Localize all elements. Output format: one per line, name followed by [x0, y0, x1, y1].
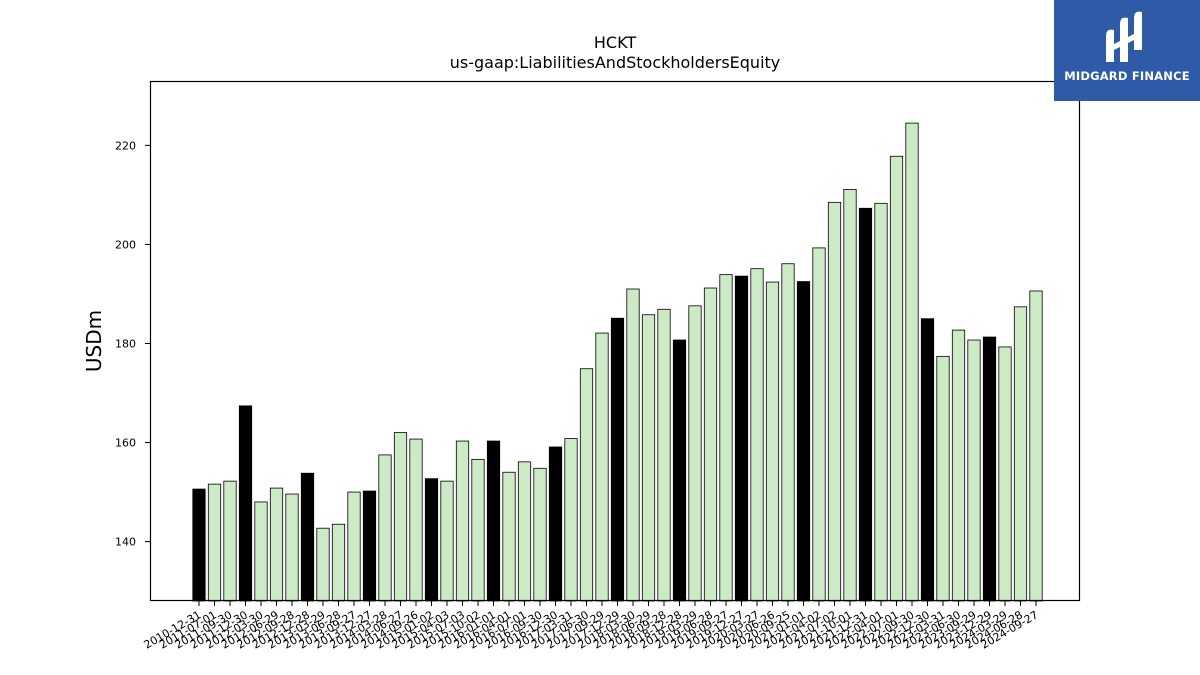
bar — [905, 122, 919, 602]
bar — [812, 247, 826, 602]
bar — [440, 480, 454, 602]
bar — [393, 432, 408, 602]
bar — [750, 268, 764, 602]
y-tick-label: 140 — [115, 536, 136, 549]
bar — [207, 483, 222, 602]
bar — [967, 339, 981, 602]
bar — [362, 490, 377, 602]
bar — [765, 281, 780, 602]
bar — [951, 329, 966, 602]
x-axis-ticks: 2010-12-312011-07-012011-09-302011-12-30… — [142, 601, 1041, 652]
y-tick-label: 200 — [115, 238, 136, 251]
bar — [998, 346, 1012, 602]
bar — [672, 339, 687, 602]
bar — [827, 201, 842, 602]
y-axis-label: USDm — [82, 310, 106, 372]
bar — [1013, 306, 1028, 602]
bar — [610, 317, 625, 602]
y-tick-label: 160 — [115, 437, 136, 450]
bars-group — [192, 122, 1043, 602]
bar — [657, 308, 671, 602]
y-tick-label: 220 — [115, 139, 136, 152]
bar — [688, 305, 702, 602]
bar — [409, 438, 423, 602]
bar — [285, 493, 299, 602]
bar — [347, 491, 361, 602]
bar — [1029, 290, 1043, 602]
bar — [595, 332, 609, 602]
bar — [796, 281, 811, 602]
bar — [858, 207, 873, 602]
bar — [254, 501, 268, 602]
bar — [703, 287, 718, 602]
brand-name: MIDGARD FINANCE — [1064, 69, 1190, 83]
bar — [874, 202, 888, 602]
bar — [192, 488, 206, 602]
bar — [378, 454, 392, 602]
bar — [517, 461, 532, 602]
plot-frame — [149, 80, 1081, 602]
bar — [238, 405, 253, 602]
bar — [424, 478, 439, 602]
bar — [982, 336, 997, 602]
bar — [331, 523, 346, 602]
bar — [471, 458, 485, 602]
bar — [486, 440, 501, 602]
bar — [533, 467, 547, 602]
chart-subtitle: us-gaap:LiabilitiesAndStockholdersEquity — [450, 53, 781, 72]
brand-logo: MIDGARD FINANCE — [1054, 0, 1200, 101]
chart-title: HCKT — [594, 33, 636, 52]
bar — [920, 318, 935, 602]
bar — [316, 527, 330, 602]
bar — [641, 314, 656, 602]
bar — [579, 368, 594, 602]
bar — [843, 189, 857, 602]
bar — [223, 480, 237, 602]
bar — [300, 472, 315, 602]
bar — [548, 446, 563, 602]
bar — [889, 155, 904, 602]
bar — [781, 263, 795, 602]
bar — [269, 487, 284, 602]
y-axis-ticks: 140 160 180 200 220 — [115, 139, 150, 549]
bar — [502, 471, 516, 602]
bar — [455, 440, 470, 602]
midgard-logo-icon — [1106, 11, 1142, 63]
bar — [936, 355, 950, 602]
bar — [719, 274, 733, 602]
bar — [734, 275, 749, 602]
y-tick-label: 180 — [115, 337, 136, 350]
bar — [564, 438, 578, 602]
bar — [626, 288, 640, 602]
